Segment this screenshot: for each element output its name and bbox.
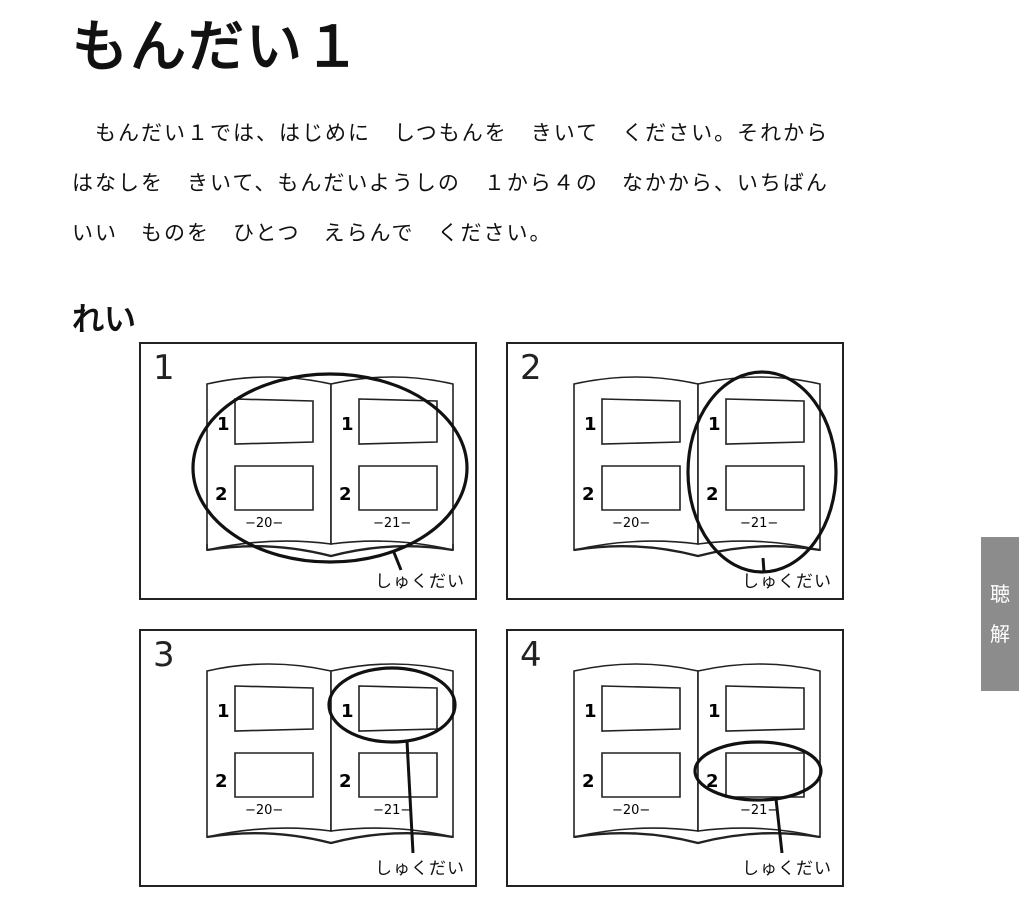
selection-ellipse <box>191 372 469 564</box>
page-number: −21− <box>740 516 778 531</box>
homework-label: しゅくだい <box>375 859 465 879</box>
book-illustration: 1 2 1 2 −20− −21− <box>573 370 838 574</box>
item-number: 2 <box>706 771 719 792</box>
pointer-line <box>774 798 784 854</box>
page-number: −20− <box>612 803 650 818</box>
item-number: 1 <box>217 414 230 435</box>
instruction-line: もんだい１では、はじめに しつもんを きいて ください。それから <box>72 121 830 145</box>
answer-option-1[interactable]: 1 2 1 2 −20− −21− 1 しゅくだい <box>139 342 477 600</box>
page-number: −21− <box>373 803 411 818</box>
item-number: 2 <box>339 771 352 792</box>
instruction-line: いい ものを ひとつ えらんで ください。 <box>72 221 553 245</box>
homework-label: しゅくだい <box>742 572 832 592</box>
example-label: れい <box>72 300 137 338</box>
page-number: −20− <box>612 516 650 531</box>
item-number: 1 <box>708 414 721 435</box>
homework-label: しゅくだい <box>375 572 465 592</box>
option-number: 2 <box>520 348 542 388</box>
page-number: −20− <box>245 516 283 531</box>
book-illustration: 1 2 1 2 −20− −21− <box>206 663 457 854</box>
item-number: 1 <box>584 414 597 435</box>
item-number: 2 <box>582 484 595 505</box>
answer-option-4[interactable]: 1 2 1 2 −20− −21− 4 しゅくだい <box>506 629 844 887</box>
instruction-line: はなしを きいて、もんだいようしの １から４の なかから、いちばん <box>72 171 829 195</box>
option-number: 4 <box>520 635 542 675</box>
page-number: −21− <box>373 516 411 531</box>
item-number: 1 <box>341 701 354 722</box>
pointer-line <box>391 549 403 571</box>
instructions: もんだい１では、はじめに しつもんを きいて ください。それから はなしを きいて… <box>72 108 912 258</box>
item-number: 2 <box>215 484 228 505</box>
pointer-line <box>761 557 766 573</box>
selection-ellipse <box>327 666 457 744</box>
selection-ellipse <box>693 740 823 802</box>
item-number: 2 <box>582 771 595 792</box>
selection-ellipse <box>686 370 838 574</box>
answer-option-3[interactable]: 1 2 1 2 −20− −21− 3 しゅくだい <box>139 629 477 887</box>
answer-option-2[interactable]: 1 2 1 2 −20− −21− 2 しゅくだい <box>506 342 844 600</box>
tab-char: 解 <box>990 622 1010 646</box>
item-number: 1 <box>341 414 354 435</box>
book-illustration: 1 2 1 2 −20− −21− <box>573 663 823 854</box>
item-number: 2 <box>215 771 228 792</box>
item-number: 1 <box>708 701 721 722</box>
section-tab-listening: 聴 解 <box>981 537 1019 691</box>
pointer-line <box>405 740 415 854</box>
page-number: −20− <box>245 803 283 818</box>
page-title: もんだい１ <box>72 15 362 80</box>
item-number: 2 <box>706 484 719 505</box>
item-number: 1 <box>584 701 597 722</box>
tab-char: 聴 <box>990 582 1010 606</box>
homework-label: しゅくだい <box>742 859 832 879</box>
option-number: 3 <box>153 635 175 675</box>
item-number: 1 <box>217 701 230 722</box>
option-number: 1 <box>153 348 175 388</box>
item-number: 2 <box>339 484 352 505</box>
page-number: −21− <box>740 803 778 818</box>
book-illustration: 1 2 1 2 −20− −21− <box>191 372 469 571</box>
